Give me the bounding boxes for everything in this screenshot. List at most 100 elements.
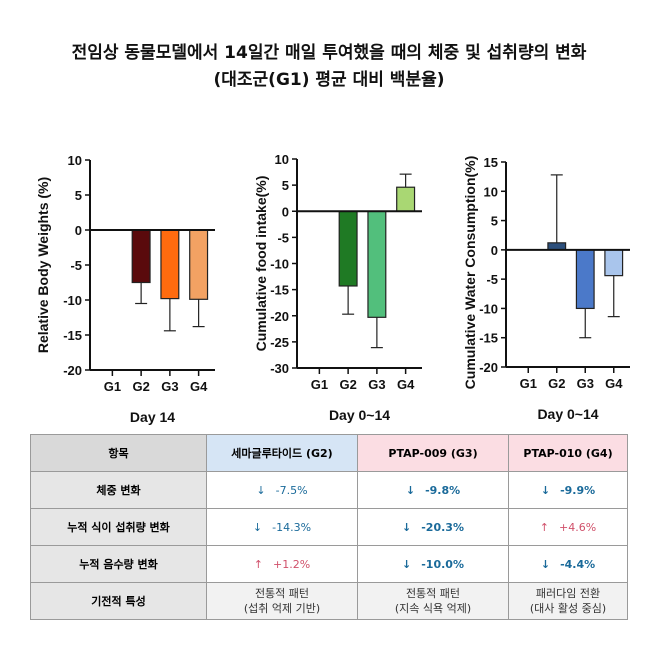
x-axis-label: Day 0~14 [537, 406, 598, 422]
table-header-row: 항목 세마글루타이드 (G2) PTAP-009 (G3) PTAP-010 (… [30, 434, 628, 472]
x-tick-label: G2 [548, 376, 565, 391]
bar-G2 [131, 229, 151, 284]
value-cell: ↓ -20.3% [357, 508, 509, 546]
value-cell: ↑ +1.2% [206, 545, 358, 583]
value-cell: ↓ -14.3% [206, 508, 358, 546]
y-tick-label: -20 [270, 309, 289, 324]
bar-G4 [604, 249, 624, 277]
x-axis-label: Day 14 [130, 409, 175, 425]
mechanism-line: 전통적 패턴 [254, 587, 310, 600]
x-tick-label: G4 [190, 379, 208, 394]
arrow-down-icon: ↓ [402, 557, 412, 571]
row-label: 체중 변화 [30, 471, 207, 509]
y-tick-label: 10 [275, 152, 289, 167]
value-cell: ↓ -10.0% [357, 545, 509, 583]
y-tick-label: -30 [270, 361, 289, 376]
y-tick-label: -15 [479, 331, 498, 346]
bar-G3 [575, 249, 595, 310]
y-tick-label: -10 [63, 293, 82, 308]
title-line-1: 전임상 동물모델에서 14일간 매일 투여했을 때의 체중 및 섭취량의 변화 [71, 43, 587, 63]
y-tick-label: 0 [491, 243, 498, 258]
change-value: -7.5% [275, 483, 308, 497]
x-tick-label: G4 [397, 377, 415, 392]
arrow-up-icon: ↑ [253, 557, 264, 571]
change-value: -9.9% [560, 483, 596, 497]
y-tick-label: -10 [270, 257, 289, 272]
mechanism-g4: 패러다임 전환 (대사 활성 중심) [508, 582, 628, 620]
y-tick-label: -15 [63, 328, 82, 343]
arrow-up-icon: ↑ [539, 520, 550, 534]
value-cell: ↑ +4.6% [508, 508, 628, 546]
bar-G4 [396, 186, 416, 212]
arrow-down-icon: ↓ [405, 483, 416, 497]
y-tick-label: -5 [277, 230, 289, 245]
change-value: +4.6% [559, 520, 597, 534]
y-tick-label: -20 [479, 360, 498, 375]
header-g3: PTAP-009 (G3) [357, 434, 509, 472]
bar-G4 [189, 229, 209, 300]
x-tick-label: G1 [311, 377, 328, 392]
value-cell: ↓ -9.8% [357, 471, 509, 509]
mechanism-line: 전통적 패턴 [405, 587, 461, 600]
arrow-down-icon: ↓ [256, 483, 266, 497]
y-tick-label: 5 [491, 214, 498, 229]
table-row: 누적 음수량 변화 ↑ +1.2% ↓ -10.0% ↓ -4.4% [30, 545, 628, 583]
y-tick-label: 10 [484, 184, 498, 199]
change-value: -20.3% [421, 520, 464, 534]
arrow-down-icon: ↓ [402, 520, 412, 534]
x-tick-label: G2 [339, 377, 356, 392]
row-label: 누적 식이 섭취량 변화 [30, 508, 207, 546]
arrow-down-icon: ↓ [540, 557, 551, 571]
table-row: 체중 변화 ↓ -7.5% ↓ -9.8% ↓ -9.9% [30, 471, 628, 509]
table-row: 누적 식이 섭취량 변화 ↓ -14.3% ↓ -20.3% ↑ +4.6% [30, 508, 628, 546]
title-line-2: (대조군(G1) 평균 대비 백분율) [213, 70, 445, 90]
table-row-mechanism: 기전적 특성 전통적 패턴 (섭취 억제 기반) 전통적 패턴 (지속 식욕 억제)… [30, 582, 628, 620]
x-tick-label: G2 [132, 379, 149, 394]
mechanism-g3: 전통적 패턴 (지속 식욕 억제) [357, 582, 509, 620]
y-tick-label: -5 [486, 272, 498, 287]
mechanism-g2: 전통적 패턴 (섭취 억제 기반) [206, 582, 358, 620]
y-tick-label: -20 [63, 363, 82, 378]
bar-charts: 10 5 0 -5 -10 -15 -20 G1 G2 G3 G4 Day 14 Relative Bo… [35, 152, 630, 425]
header-g2: 세마글루타이드 (G2) [206, 434, 358, 472]
y-tick-label: 5 [75, 188, 82, 203]
header-g4: PTAP-010 (G4) [508, 434, 628, 472]
y-axis-label: Cumulative food intake(%) [253, 176, 269, 352]
bar-G2 [338, 210, 358, 287]
change-value: -9.8% [425, 483, 461, 497]
y-axis-label: Relative Body Weights (%) [35, 177, 51, 353]
mechanism-line: (대사 활성 중심) [529, 602, 607, 615]
header-item: 항목 [30, 434, 207, 472]
y-tick-label: -5 [70, 258, 82, 273]
row-label: 누적 음수량 변화 [30, 545, 207, 583]
x-tick-label: G3 [368, 377, 385, 392]
value-cell: ↓ -9.9% [508, 471, 628, 509]
bar-G2 [547, 242, 567, 251]
arrow-down-icon: ↓ [540, 483, 551, 497]
change-value: -4.4% [560, 557, 596, 571]
value-cell: ↓ -7.5% [206, 471, 358, 509]
x-tick-label: G3 [161, 379, 178, 394]
y-tick-label: -15 [270, 283, 289, 298]
y-tick-label: 10 [68, 153, 82, 168]
bar-G3 [367, 210, 387, 318]
x-axis-label: Day 0~14 [329, 407, 390, 423]
bar-G3 [160, 229, 180, 300]
y-axis-label: Cumulative Water Consumption(%) [462, 156, 478, 390]
change-value: -14.3% [272, 520, 312, 534]
x-tick-label: G4 [605, 376, 623, 391]
y-tick-label: -10 [479, 301, 498, 316]
x-tick-label: G1 [104, 379, 121, 394]
change-value: -10.0% [421, 557, 464, 571]
y-tick-label: 0 [75, 223, 82, 238]
y-tick-label: 5 [282, 178, 289, 193]
row-label: 기전적 특성 [30, 582, 207, 620]
arrow-down-icon: ↓ [252, 520, 263, 534]
mechanism-line: (지속 식욕 억제) [394, 602, 472, 615]
mechanism-line: 패러다임 전환 [535, 587, 601, 600]
y-tick-label: -25 [270, 335, 289, 350]
x-tick-label: G3 [577, 376, 594, 391]
value-cell: ↓ -4.4% [508, 545, 628, 583]
y-tick-label: 15 [484, 155, 498, 170]
